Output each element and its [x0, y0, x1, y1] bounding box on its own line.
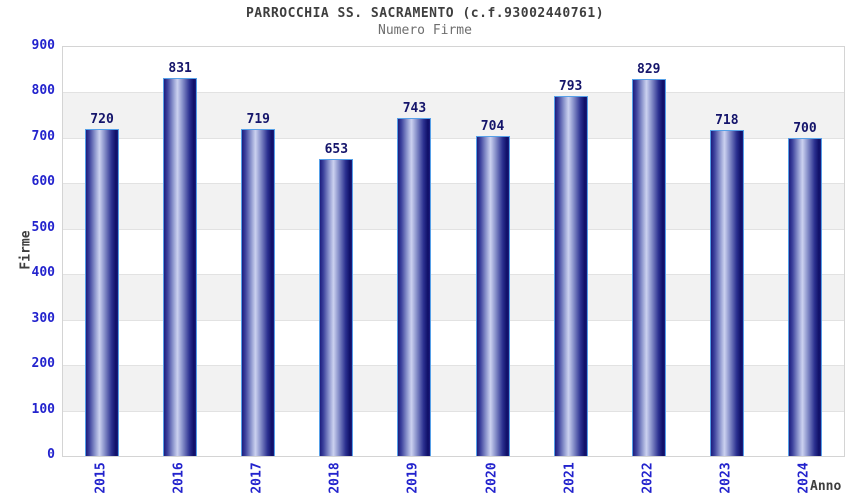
chart-title: PARROCCHIA SS. SACRAMENTO (c.f.930024407… [245, 6, 605, 21]
plot-area: 720 831 719 653 743 704 793 829 718 700 [62, 46, 845, 457]
bar-2021 [553, 95, 588, 456]
bar-value-label-2016: 831 [168, 61, 192, 77]
bar-2016 [163, 78, 198, 456]
y-tick-label: 700 [31, 128, 55, 144]
gridline-200 [63, 365, 844, 367]
y-tick-label: 900 [31, 38, 55, 53]
bar-value-label-2024: 700 [793, 120, 817, 136]
bar-value-label-2018: 653 [324, 142, 349, 158]
x-axis-title: Anno [810, 479, 842, 494]
bar-value-label-2023: 718 [715, 112, 739, 128]
x-tick-label-2022: 2022 [640, 462, 656, 494]
gridline-300 [63, 319, 844, 321]
gridline-800 [63, 92, 844, 94]
bar-2020 [475, 136, 510, 456]
bar-value-label-2017: 719 [246, 112, 270, 128]
y-tick-label: 600 [31, 174, 55, 190]
chart-subtitle: Numero Firme [378, 23, 472, 38]
bar-2018 [319, 159, 354, 456]
x-tick-label-2023: 2023 [718, 462, 734, 494]
gridline-700 [63, 137, 844, 139]
bar-2019 [397, 118, 432, 456]
bar-value-label-2019: 743 [402, 101, 427, 117]
bar-2024 [787, 137, 822, 456]
bar-2017 [241, 129, 276, 456]
x-tick-label-2020: 2020 [484, 462, 500, 494]
x-tick-label-2018: 2018 [327, 462, 343, 494]
bar-value-label-2015: 720 [90, 111, 114, 127]
x-tick-label-2019: 2019 [405, 462, 421, 494]
gridline-500 [63, 228, 844, 230]
bar-value-label-2021: 793 [558, 78, 583, 94]
gridline-600 [63, 183, 844, 185]
bar-2023 [709, 129, 744, 456]
bar-value-label-2020: 704 [480, 119, 505, 135]
y-axis-title: Firme [18, 230, 34, 270]
bar-2015 [85, 128, 120, 456]
y-tick-label: 200 [31, 356, 55, 372]
y-tick-label: 0 [47, 447, 55, 462]
bar-value-label-2022: 829 [637, 62, 661, 78]
y-tick-label: 300 [31, 310, 55, 326]
x-tick-label-2021: 2021 [562, 462, 578, 494]
gridline-400 [63, 274, 844, 276]
bar-2022 [631, 79, 666, 456]
x-tick-label-2017: 2017 [249, 462, 265, 494]
y-tick-label: 800 [31, 83, 55, 99]
x-tick-label-2016: 2016 [171, 462, 187, 494]
gridline-100 [63, 410, 844, 412]
x-tick-label-2015: 2015 [93, 462, 109, 494]
y-tick-label: 100 [31, 401, 55, 417]
